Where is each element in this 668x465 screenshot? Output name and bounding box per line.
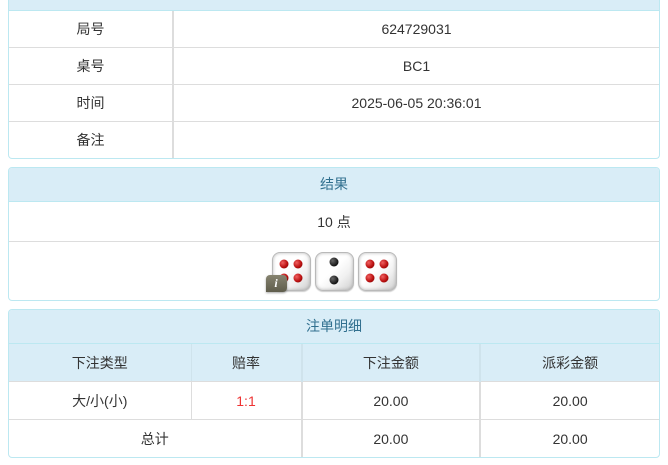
die-pip	[379, 259, 389, 269]
odds-value: 1:1	[190, 381, 303, 420]
column-header-payout-amount: 派彩金额	[479, 344, 659, 382]
payout-amount-value: 20.00	[479, 381, 659, 420]
total-row: 总计 20.00 20.00	[9, 419, 659, 457]
total-bet-amount: 20.00	[301, 419, 482, 457]
total-label: 总计	[9, 419, 303, 457]
round-number-label: 局号	[9, 11, 174, 48]
result-points: 10 点	[9, 202, 659, 242]
table-row: 桌号 BC1	[9, 47, 659, 85]
bet-type-value: 大/小(小)	[9, 381, 192, 420]
game-info-panel-heading	[9, 0, 659, 11]
bets-panel: 注单明细 下注类型 赔率 下注金额 派彩金额 大/小(小) 1:1 20.00 …	[8, 309, 660, 458]
game-info-panel: 局号 624729031 桌号 BC1 时间 2025-06-05 20:36:…	[8, 0, 660, 159]
die-pip	[329, 257, 339, 267]
remark-label: 备注	[9, 121, 174, 158]
table-row: 局号 624729031	[9, 11, 659, 48]
table-number-label: 桌号	[9, 47, 174, 85]
table-row: 大/小(小) 1:1 20.00 20.00	[9, 381, 659, 420]
die-face-2	[314, 251, 354, 291]
bets-panel-title: 注单明细	[9, 310, 659, 344]
table-header-row: 下注类型 赔率 下注金额 派彩金额	[9, 344, 659, 382]
table-row: 备注	[9, 121, 659, 158]
game-info-table: 局号 624729031 桌号 BC1 时间 2025-06-05 20:36:…	[9, 11, 659, 158]
time-value: 2025-06-05 20:36:01	[172, 84, 659, 122]
time-label: 时间	[9, 84, 174, 122]
info-icon[interactable]: i	[265, 274, 287, 292]
table-row: 时间 2025-06-05 20:36:01	[9, 84, 659, 122]
die-pip	[379, 273, 389, 283]
die-pip	[279, 259, 289, 269]
result-panel-title: 结果	[9, 168, 659, 202]
bets-table: 下注类型 赔率 下注金额 派彩金额 大/小(小) 1:1 20.00 20.00…	[9, 344, 659, 457]
total-payout-amount: 20.00	[479, 419, 659, 457]
column-header-odds: 赔率	[190, 344, 303, 382]
die-pip	[365, 273, 375, 283]
table-number-value: BC1	[172, 47, 659, 85]
dice-group: i	[265, 251, 397, 292]
round-number-value: 624729031	[172, 11, 659, 48]
column-header-bet-amount: 下注金额	[301, 344, 482, 382]
die-pip	[365, 259, 375, 269]
result-panel: 结果 10 点 i	[8, 167, 660, 301]
dice-row: i	[9, 242, 659, 300]
die-pip	[293, 259, 303, 269]
column-header-bet-type: 下注类型	[9, 344, 192, 382]
remark-value	[172, 121, 659, 158]
die-face-4	[357, 251, 397, 291]
die-pip	[293, 273, 303, 283]
bet-amount-value: 20.00	[301, 381, 482, 420]
die-pip	[329, 275, 339, 284]
